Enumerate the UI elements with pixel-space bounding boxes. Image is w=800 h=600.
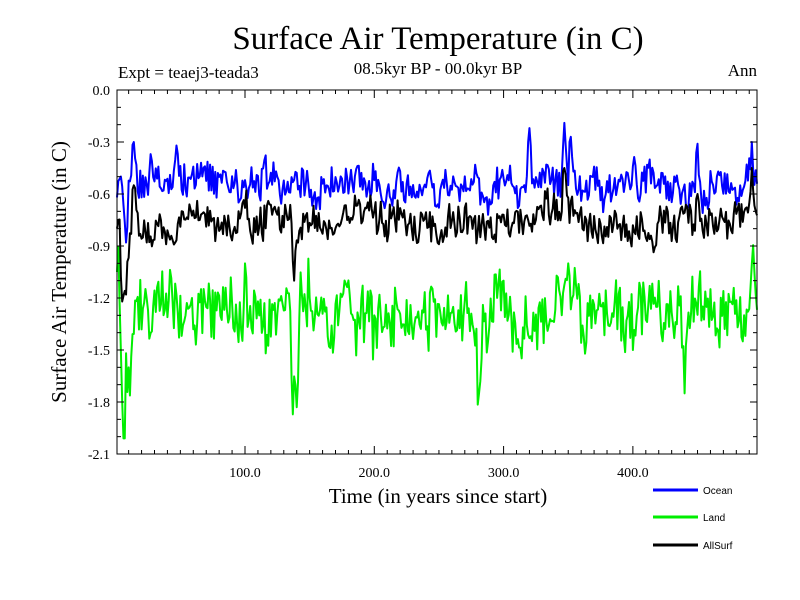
legend-label-land: Land bbox=[703, 513, 725, 524]
legend: Ocean Land AllSurf bbox=[653, 486, 733, 552]
x-tick-label: 400.0 bbox=[617, 466, 649, 481]
y-tick-label: -0.9 bbox=[88, 240, 110, 255]
y-tick-label: 0.0 bbox=[93, 84, 111, 99]
series-line-land bbox=[116, 244, 758, 440]
series-line-ocean bbox=[116, 121, 758, 244]
y-tick-label: -1.2 bbox=[88, 292, 110, 307]
y-tick-label: -1.8 bbox=[88, 396, 110, 411]
series-layer bbox=[116, 121, 758, 440]
x-tick-label: 100.0 bbox=[229, 466, 261, 481]
legend-label-ocean: Ocean bbox=[703, 486, 732, 497]
legend-label-allsurf: AllSurf bbox=[703, 541, 733, 552]
y-axis-label: Surface Air Temperature (in C) bbox=[47, 141, 71, 403]
y-tick-label: -2.1 bbox=[88, 448, 110, 463]
x-tick-label: 200.0 bbox=[359, 466, 391, 481]
season-label: Ann bbox=[728, 61, 758, 80]
y-tick-label: -0.6 bbox=[88, 188, 110, 203]
experiment-label: Expt = teaej3-teada3 bbox=[118, 63, 259, 82]
y-tick-label: -1.5 bbox=[88, 344, 110, 359]
chart-subtitle: 08.5kyr BP - 00.0kyr BP bbox=[354, 59, 522, 78]
x-axis: 100.0 200.0 300.0 400.0 bbox=[128, 90, 750, 481]
plot-frame bbox=[116, 89, 758, 455]
series-line-allsurf bbox=[116, 167, 758, 303]
x-axis-label: Time (in years since start) bbox=[329, 484, 548, 508]
y-axis: 0.0 -0.3 -0.6 -0.9 -1.2 -1.5 -1.8 -2.1 bbox=[88, 84, 757, 463]
chart-title: Surface Air Temperature (in C) bbox=[232, 21, 643, 57]
y-tick-label: -0.3 bbox=[88, 136, 110, 151]
x-tick-label: 300.0 bbox=[488, 466, 520, 481]
